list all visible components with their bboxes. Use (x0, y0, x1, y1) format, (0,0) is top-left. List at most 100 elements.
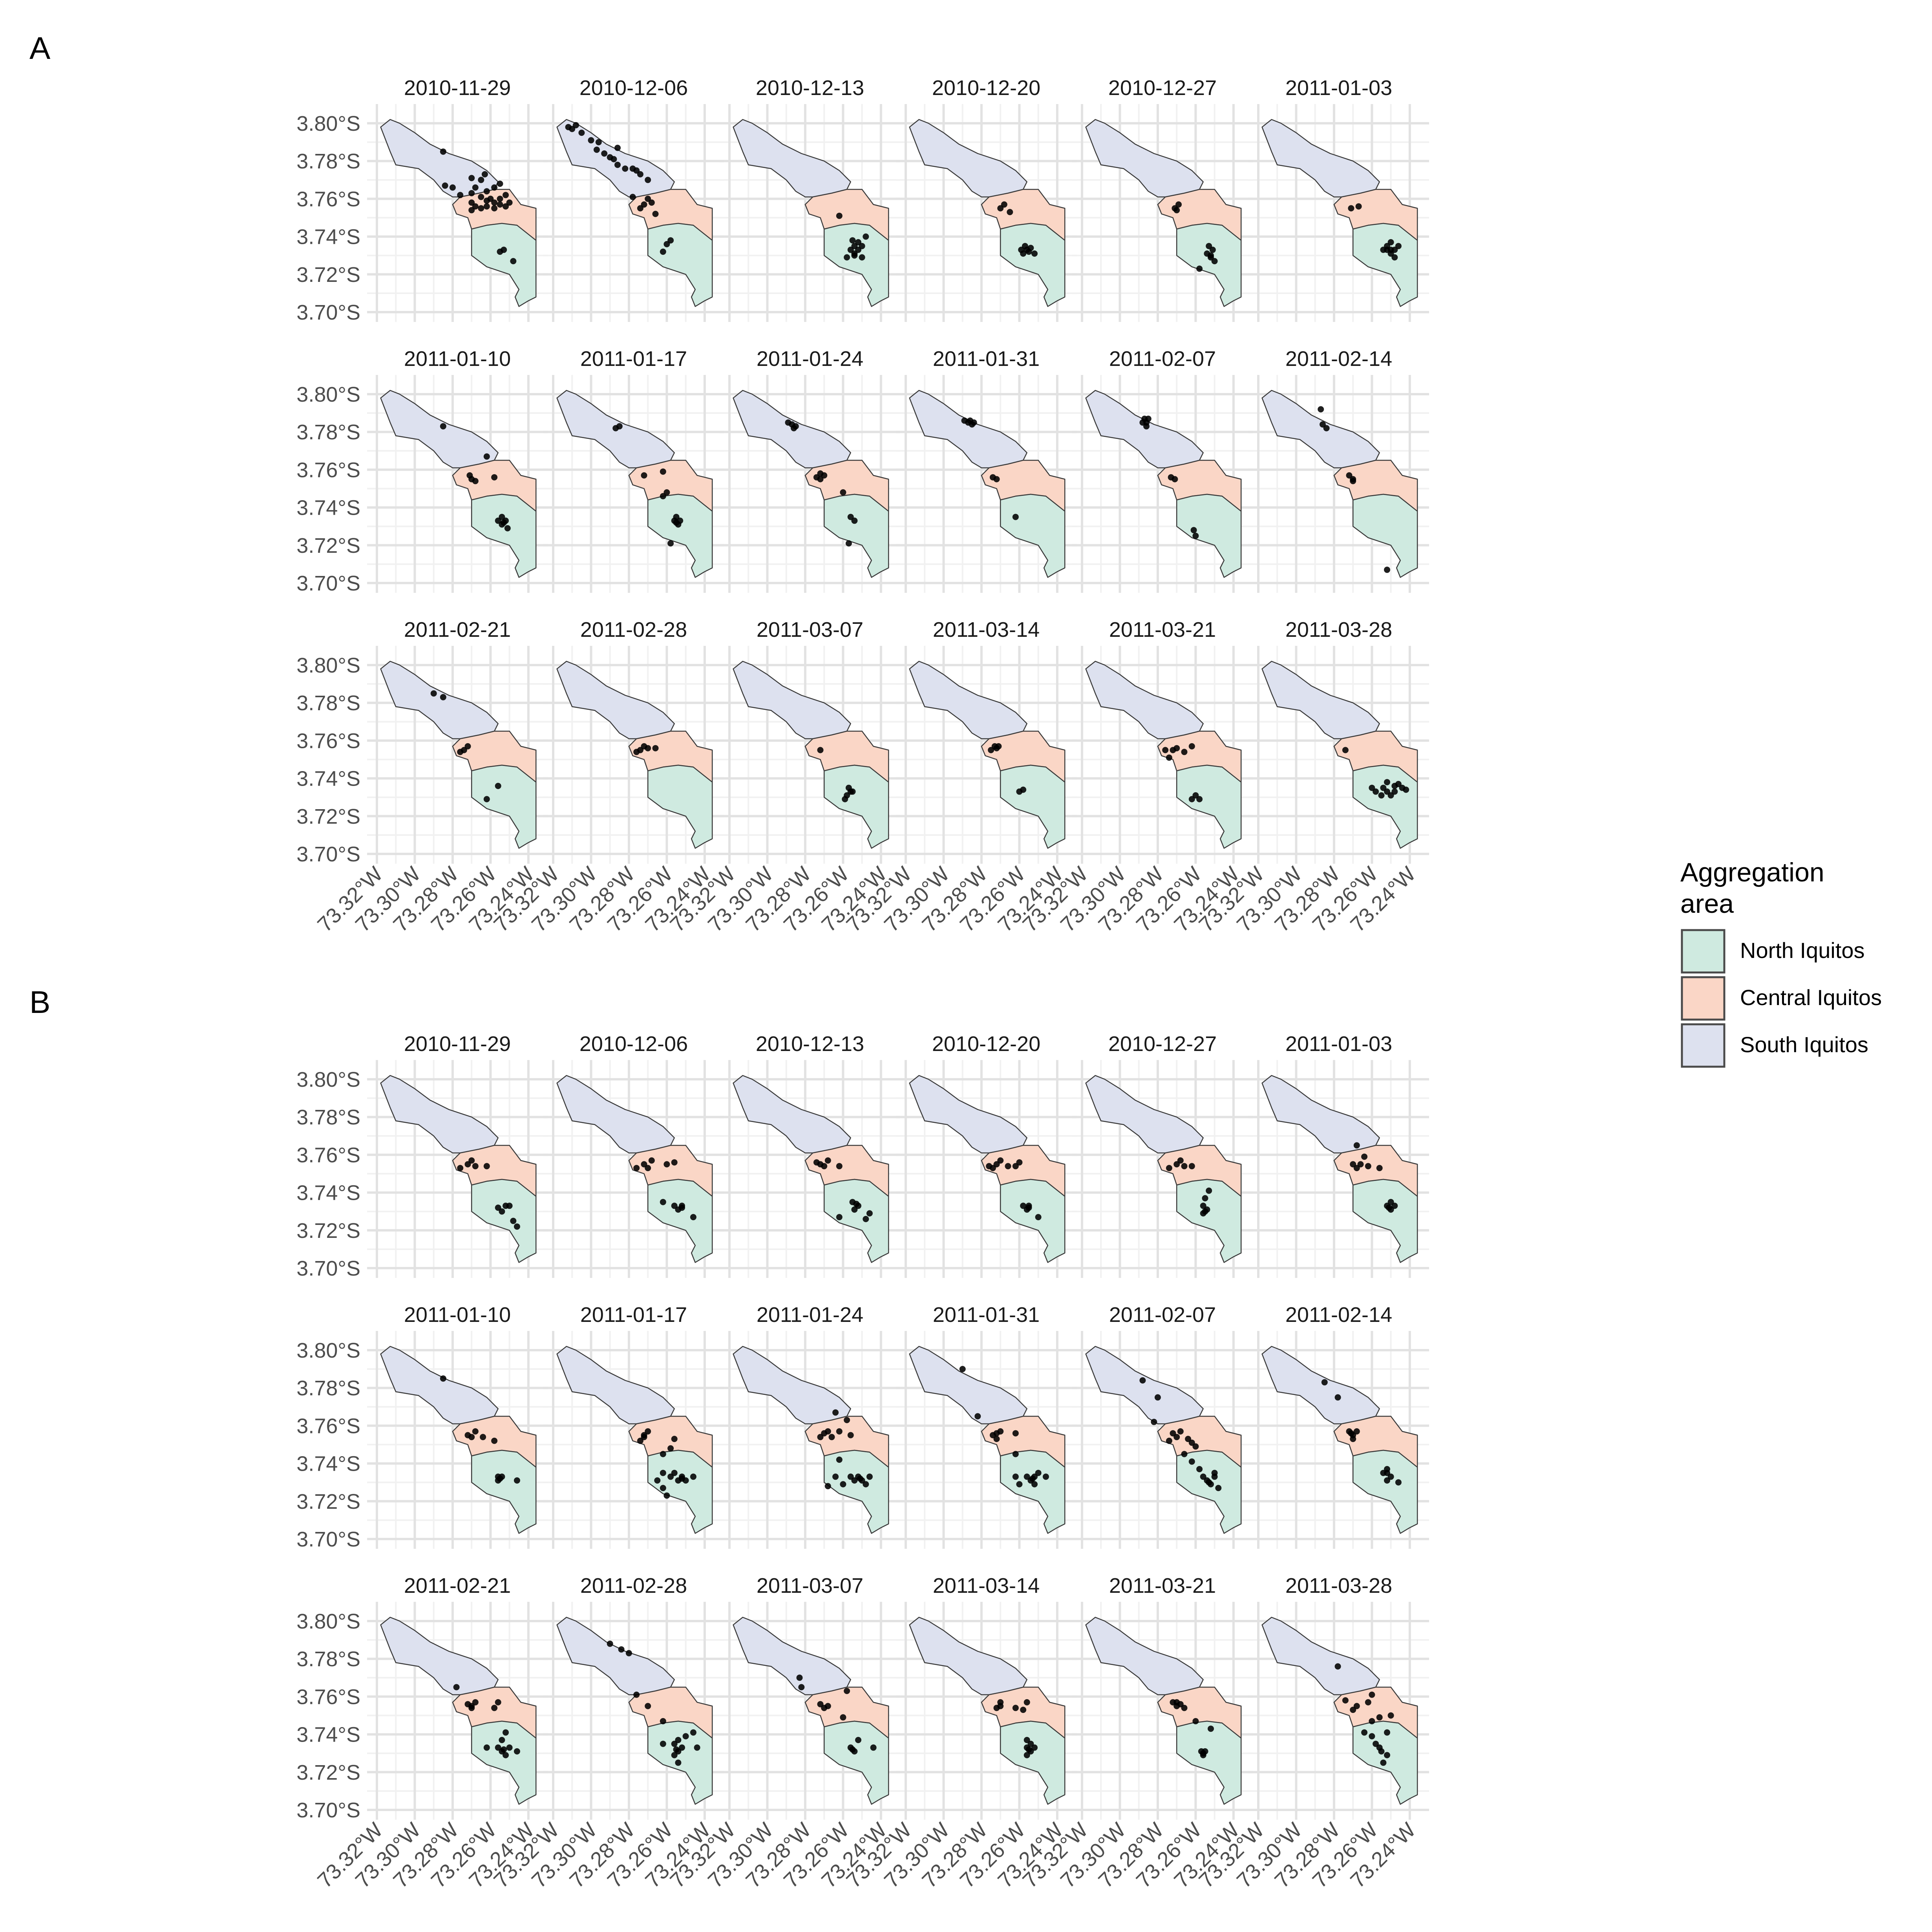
case-point (1378, 1748, 1385, 1755)
case-point (501, 519, 507, 526)
case-point (1321, 1379, 1328, 1385)
case-point (997, 1157, 1004, 1164)
case-point (1202, 1195, 1208, 1201)
case-point (660, 1718, 666, 1724)
case-point (1395, 1479, 1402, 1486)
facet-date-label: 2010-11-29 (404, 76, 511, 100)
case-point (1012, 1473, 1019, 1480)
case-points (637, 1428, 696, 1499)
case-points (796, 1674, 877, 1755)
case-point (824, 1703, 831, 1709)
region-north-iquitos (1176, 1449, 1242, 1534)
case-point (1318, 406, 1324, 413)
case-point (1334, 1394, 1341, 1401)
case-point (572, 122, 579, 128)
case-point (694, 1744, 700, 1751)
case-point (491, 199, 498, 206)
case-point (1042, 1473, 1049, 1480)
region-south-iquitos (1085, 1617, 1204, 1695)
facet: 2011-01-17 (543, 1303, 724, 1549)
panel-a: A 2010-11-29 3.70°S 3.72°S 3.74°S 3.76°S 3.78°… (29, 31, 1429, 936)
case-point (1202, 1208, 1208, 1215)
case-point (1369, 1733, 1375, 1740)
case-points (1348, 203, 1402, 261)
legend: Aggregation area North Iquitos Central I… (1680, 857, 1882, 1068)
case-point (663, 1492, 670, 1499)
case-points (1334, 1663, 1394, 1766)
facet-date-label: 2011-02-28 (580, 1574, 687, 1598)
case-point (510, 1217, 517, 1224)
case-point (1208, 252, 1214, 259)
case-point (1208, 1725, 1214, 1732)
case-point (663, 1161, 670, 1168)
case-point (495, 1205, 501, 1211)
case-point (1029, 1475, 1036, 1482)
case-point (514, 1748, 520, 1755)
case-point (849, 237, 856, 244)
case-point (1200, 1203, 1206, 1209)
case-point (660, 1485, 666, 1491)
case-point (483, 203, 490, 210)
facet-date-label: 2011-01-24 (757, 1303, 863, 1327)
facet-date-label: 2011-03-28 (1285, 1574, 1392, 1598)
facet-date-label: 2011-01-10 (404, 1303, 511, 1327)
case-point (1035, 1214, 1042, 1221)
region-south-iquitos (909, 119, 1027, 197)
case-point (660, 249, 666, 255)
case-point (1005, 1163, 1011, 1170)
case-point (1154, 1394, 1161, 1401)
region-south-iquitos (733, 1075, 851, 1153)
y-tick-label: 3.76°S (296, 187, 360, 211)
case-point (1166, 1165, 1172, 1172)
case-point (495, 1744, 501, 1751)
case-point (675, 1759, 682, 1766)
region-north-iquitos (471, 494, 537, 578)
case-point (472, 478, 479, 484)
case-point (1035, 1470, 1042, 1476)
case-point (1395, 243, 1402, 249)
case-point (847, 1432, 854, 1438)
case-point (506, 1744, 513, 1751)
case-point (483, 796, 490, 802)
region-north-iquitos (823, 764, 889, 849)
facet-date-label: 2011-01-10 (404, 347, 511, 371)
facet-date-label: 2011-01-31 (933, 347, 1040, 371)
case-point (491, 184, 498, 191)
region-north-iquitos (1352, 1449, 1418, 1534)
case-point (1188, 1439, 1195, 1446)
case-point (836, 1214, 843, 1221)
case-point (457, 1165, 464, 1172)
case-point (641, 201, 647, 208)
case-point (483, 1163, 490, 1170)
region-north-iquitos (823, 494, 889, 578)
region-north-iquitos (823, 1179, 889, 1263)
case-point (1353, 1703, 1360, 1709)
facet-date-label: 2011-02-21 (404, 1574, 511, 1598)
region-north-iquitos (1176, 223, 1242, 307)
case-point (844, 1688, 850, 1694)
region-north-iquitos (1352, 1179, 1418, 1263)
case-point (1378, 792, 1385, 799)
case-point (1369, 784, 1375, 791)
case-point (440, 148, 446, 155)
case-point (442, 182, 448, 189)
case-point (472, 1163, 479, 1170)
y-tick-label: 3.80°S (296, 112, 360, 135)
case-point (1200, 1750, 1206, 1757)
case-point (1173, 1699, 1180, 1705)
case-point (491, 205, 498, 212)
region-south-iquitos (556, 1346, 675, 1424)
case-point (832, 1473, 839, 1480)
region-south-iquitos (1261, 390, 1380, 468)
case-points (1139, 415, 1199, 539)
case-point (1181, 1163, 1188, 1170)
case-point (961, 417, 968, 424)
case-point (468, 1434, 475, 1440)
y-tick-label: 3.74°S (296, 1723, 360, 1747)
y-tick-label: 3.72°S (296, 1761, 360, 1784)
y-tick-label: 3.78°S (296, 420, 360, 444)
region-north-iquitos (471, 1720, 537, 1805)
facet-date-label: 2010-12-27 (1108, 1032, 1217, 1056)
case-point (645, 1428, 651, 1435)
facet: 2011-01-17 (543, 347, 724, 593)
